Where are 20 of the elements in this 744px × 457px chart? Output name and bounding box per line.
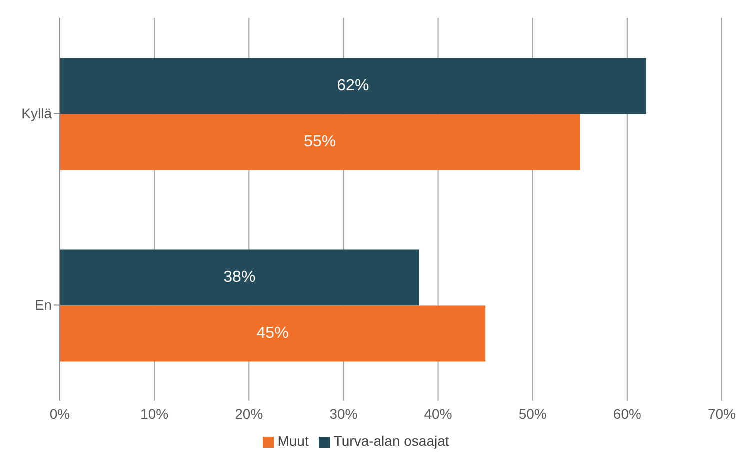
x-tick-label: 70% <box>708 406 736 422</box>
x-tick-label: 0% <box>50 406 70 422</box>
legend-label: Muut <box>278 433 309 449</box>
x-tick-label: 40% <box>424 406 452 422</box>
data-label: 55% <box>304 134 336 151</box>
bar <box>60 250 420 306</box>
bar <box>60 58 646 114</box>
bar <box>60 306 486 362</box>
x-tick-label: 10% <box>140 406 169 422</box>
x-tick-label: 50% <box>518 406 547 422</box>
data-label: 62% <box>337 78 370 95</box>
x-tick-label: 20% <box>235 406 264 422</box>
y-tick-label: Kyllä <box>22 106 52 122</box>
y-tick-label: En <box>34 297 52 314</box>
x-tick-label: 60% <box>613 406 642 422</box>
bar <box>60 114 580 170</box>
data-label: 38% <box>224 269 256 286</box>
legend-label: Turva-alan osaajat <box>334 433 450 449</box>
data-label: 45% <box>256 325 289 342</box>
x-tick-label: 30% <box>330 406 358 422</box>
